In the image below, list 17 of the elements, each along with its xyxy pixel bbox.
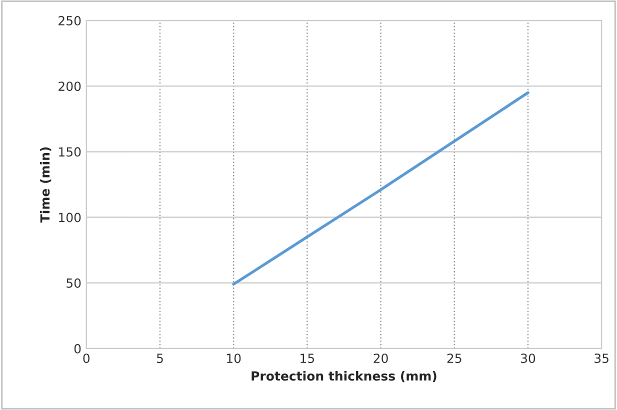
y-tick-label: 150 <box>59 147 81 157</box>
x-tick-label: 35 <box>594 354 608 364</box>
x-axis-title: Protection thickness (mm) <box>252 371 436 382</box>
y-tick-label: 0 <box>74 344 81 354</box>
x-tick-label: 15 <box>300 354 314 364</box>
line-series <box>232 91 530 286</box>
y-tick-label: 250 <box>58 16 81 26</box>
y-tick-label: 50 <box>66 278 81 288</box>
x-tick-label: 30 <box>520 354 536 364</box>
y-tick-label: 200 <box>58 82 81 92</box>
x-tick-label: 10 <box>227 354 241 364</box>
y-axis-title: Time (min) <box>40 147 52 223</box>
x-tick-label: 25 <box>447 354 462 364</box>
x-tick-label: 5 <box>156 354 163 364</box>
y-tick-label: 100 <box>59 212 81 222</box>
x-tick-label: 20 <box>374 354 388 364</box>
x-tick-label: 0 <box>83 354 90 364</box>
